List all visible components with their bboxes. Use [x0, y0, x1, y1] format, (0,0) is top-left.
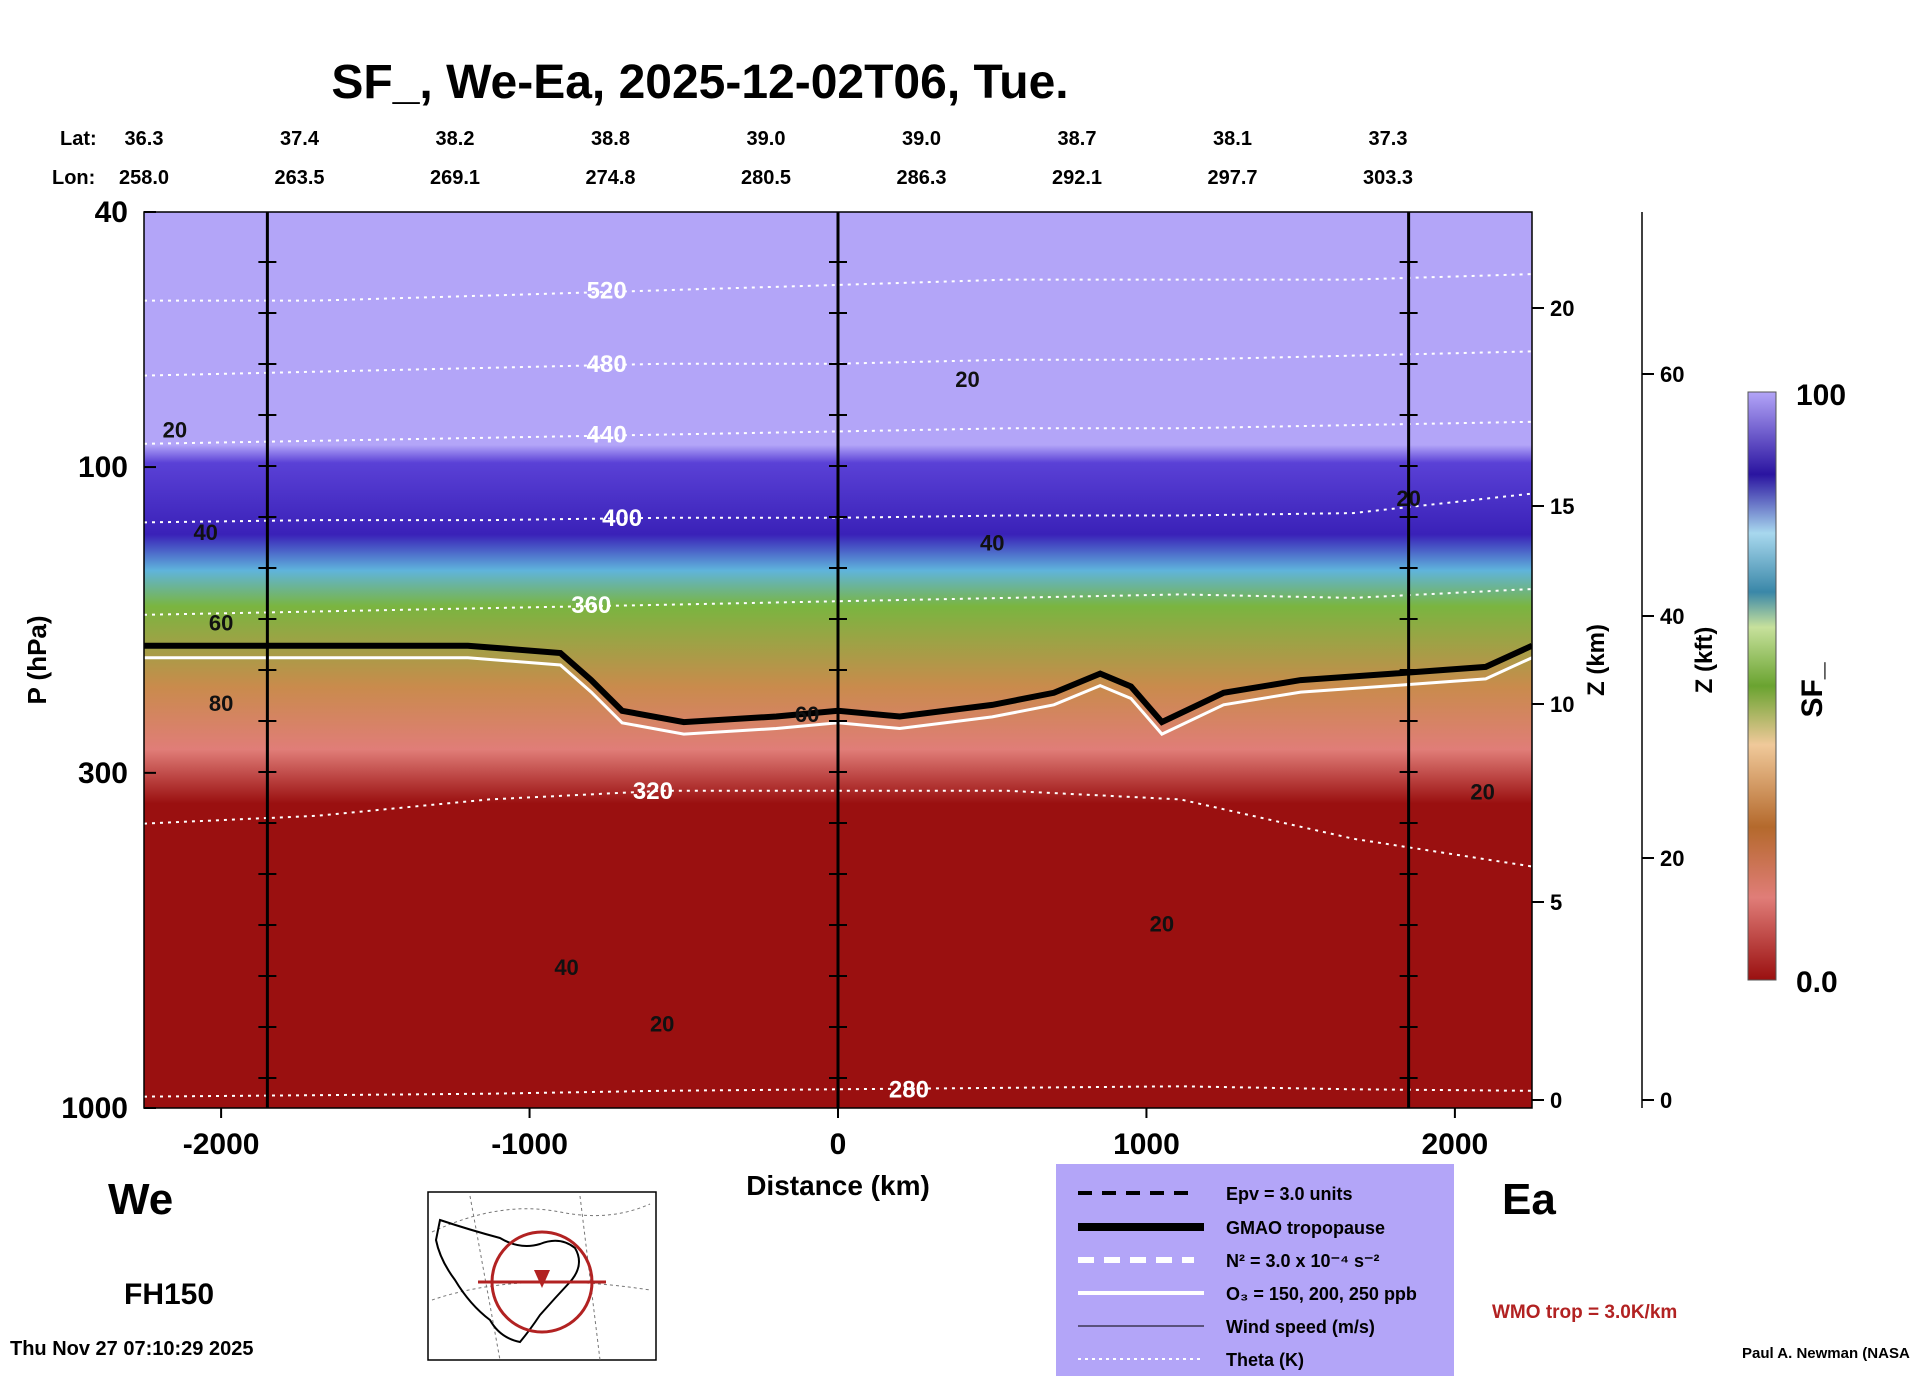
- z-km-tick-label: 10: [1550, 692, 1574, 717]
- z-kft-axis: 0 20 40 60: [1641, 212, 1684, 1113]
- y-axis-label: P (hPa): [22, 615, 52, 704]
- lon-value: 258.0: [119, 167, 169, 189]
- lon-value: 303.3: [1363, 167, 1413, 189]
- colorbar-label: SF_: [1796, 662, 1829, 717]
- wind-speed-label: 20: [1150, 911, 1174, 936]
- lon-value: 269.1: [430, 167, 480, 189]
- legend-item-gmao-tropopause: GMAO tropopause: [1226, 1218, 1385, 1238]
- legend-item-epv: Epv = 3.0 units: [1226, 1184, 1353, 1204]
- lat-value: 37.4: [280, 128, 320, 150]
- theta-labels: 520 480 440 400 360 320 280: [571, 277, 929, 1103]
- wind-speed-label: 40: [554, 955, 578, 980]
- wind-speed-label: 60: [795, 702, 819, 727]
- wind-speed-label: 80: [209, 691, 233, 716]
- lat-value: 37.3: [1369, 128, 1408, 150]
- wind-speed-label: 40: [193, 520, 217, 545]
- lat-value: 36.3: [125, 128, 164, 150]
- colorbar-max-label: 100: [1796, 379, 1846, 412]
- legend-item-theta: Theta (K): [1226, 1350, 1304, 1370]
- colorbar: [1747, 391, 1777, 981]
- theta-label: 440: [587, 422, 627, 449]
- z-kft-tick-label: 40: [1660, 604, 1684, 629]
- lon-value: 263.5: [274, 167, 324, 189]
- z-kft-tick-label: 60: [1660, 362, 1684, 387]
- distance-tick-label: -2000: [183, 1128, 260, 1161]
- pressure-tick-label: 100: [78, 451, 128, 484]
- lat-label: Lat:: [60, 128, 97, 150]
- z-kft-tick-label: 0: [1660, 1088, 1672, 1113]
- lat-value: 38.1: [1213, 128, 1252, 150]
- wind-speed-label: 20: [955, 367, 979, 392]
- wind-speed-label: 40: [980, 531, 1004, 556]
- wind-speed-label: 60: [209, 611, 233, 636]
- lat-value: 39.0: [747, 128, 786, 150]
- legend-item-wind-speed: Wind speed (m/s): [1226, 1317, 1375, 1337]
- west-label: We: [108, 1175, 173, 1224]
- pressure-tick-label: 300: [78, 757, 128, 790]
- legend: Epv = 3.0 units GMAO tropopause N² = 3.0…: [1056, 1164, 1454, 1376]
- timestamp: Thu Nov 27 07:10:29 2025: [10, 1338, 253, 1360]
- lat-value: 38.2: [436, 128, 475, 150]
- wind-speed-label: 20: [1470, 779, 1494, 804]
- lon-value: 286.3: [896, 167, 946, 189]
- z-km-label: Z (km): [1583, 624, 1610, 696]
- distance-axis: -2000 -1000 0 1000 2000: [183, 1108, 1489, 1161]
- lat-value: 38.8: [591, 128, 630, 150]
- legend-item-ozone: O₃ = 150, 200, 250 ppb: [1226, 1284, 1417, 1304]
- z-kft-tick-label: 20: [1660, 846, 1684, 871]
- z-km-tick-label: 5: [1550, 890, 1562, 915]
- distance-tick-label: -1000: [491, 1128, 568, 1161]
- wmo-label: WMO trop = 3.0K/km: [1492, 1302, 1677, 1323]
- theta-label: 320: [633, 778, 673, 805]
- theta-label: 360: [571, 592, 611, 619]
- z-km-tick-label: 15: [1550, 494, 1574, 519]
- theta-label: 480: [587, 351, 627, 378]
- z-km-tick-label: 0: [1550, 1088, 1562, 1113]
- gmao-tropopause-line: [144, 642, 1532, 726]
- colorbar-min-label: 0.0: [1796, 966, 1838, 999]
- lon-value: 297.7: [1207, 167, 1257, 189]
- distance-tick-label: 1000: [1113, 1128, 1180, 1161]
- legend-item-n2: N² = 3.0 x 10⁻⁴ s⁻²: [1226, 1251, 1379, 1271]
- distance-tick-label: 2000: [1422, 1128, 1489, 1161]
- theta-label: 280: [889, 1076, 929, 1103]
- lon-label: Lon:: [52, 167, 95, 189]
- lon-value: 280.5: [741, 167, 791, 189]
- wind-speed-label: 20: [650, 1012, 674, 1037]
- theta-label: 520: [587, 277, 627, 304]
- x-axis-label: Distance (km): [746, 1170, 930, 1201]
- forecast-hour: FH150: [124, 1278, 214, 1311]
- lat-value: 39.0: [902, 128, 941, 150]
- chart-title: SF_, We-Ea, 2025-12-02T06, Tue.: [331, 56, 1068, 109]
- theta-contour-line: [144, 1085, 1532, 1098]
- z-kft-label: Z (kft): [1691, 627, 1718, 694]
- inset-map: [427, 1191, 657, 1361]
- z-km-axis: 0 5 10 15 20: [1532, 296, 1574, 1113]
- lat-lon-values: 36.3 258.0 37.4 263.5 38.2 269.1 38.8 274.8 39.0…: [119, 128, 1413, 189]
- lon-value: 274.8: [585, 167, 635, 189]
- ozone-contour-line: [144, 656, 1532, 736]
- wind-speed-label: 20: [163, 418, 187, 443]
- east-label: Ea: [1502, 1175, 1556, 1224]
- station-vertical-lines: [258, 212, 1418, 1108]
- theta-label: 400: [602, 505, 642, 532]
- pressure-axis: 40 100 300 1000: [61, 196, 156, 1125]
- lon-value: 292.1: [1052, 167, 1102, 189]
- pressure-tick-label: 1000: [61, 1092, 128, 1125]
- distance-tick-label: 0: [830, 1128, 847, 1161]
- z-km-tick-label: 20: [1550, 296, 1574, 321]
- legend-box: [1056, 1164, 1454, 1376]
- credit: Paul A. Newman (NASA: [1742, 1345, 1910, 1362]
- lat-value: 38.7: [1058, 128, 1097, 150]
- pressure-tick-label: 40: [95, 196, 128, 229]
